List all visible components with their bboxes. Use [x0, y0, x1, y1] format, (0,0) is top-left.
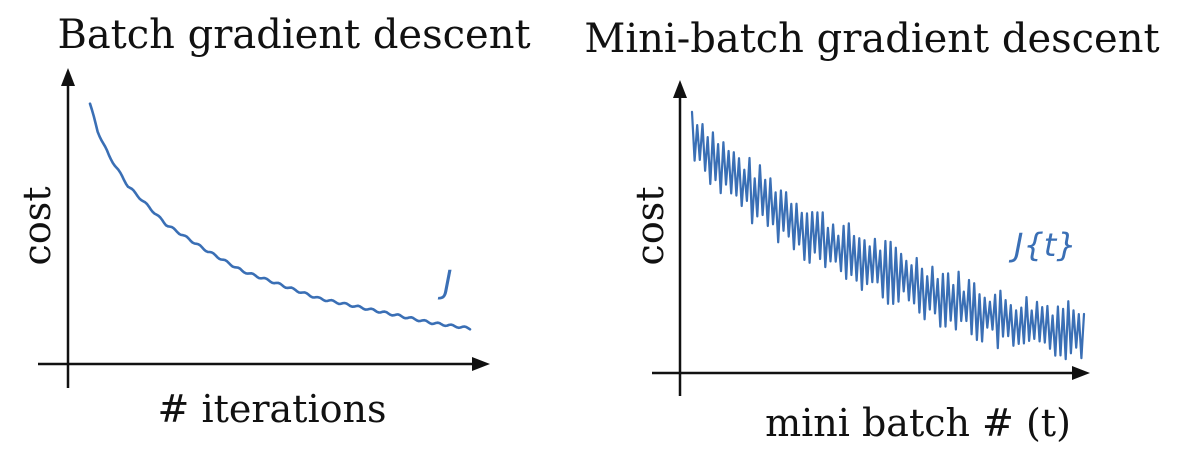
cost-curve-line	[690, 110, 1086, 361]
x-axis-label: # iterations	[158, 387, 387, 431]
chart-title: Mini-batch gradient descent	[584, 16, 1159, 62]
cost-curve-line	[88, 102, 472, 331]
x-axis-arrow	[472, 357, 490, 371]
y-axis-label: cost	[628, 187, 672, 266]
cost-annotation: J	[437, 263, 452, 301]
y-axis-arrow	[673, 80, 687, 98]
y-axis-label: cost	[15, 187, 59, 266]
x-axis-label: mini batch # (t)	[765, 401, 1071, 445]
chart-title: Batch gradient descent	[57, 12, 530, 58]
cost-annotation: J{t}	[1008, 226, 1077, 264]
batch-gd-chart: Batch gradient descent cost # iterations…	[15, 12, 531, 431]
minibatch-gd-chart: Mini-batch gradient descent cost mini ba…	[584, 16, 1159, 445]
y-axis-arrow	[61, 68, 75, 86]
x-axis-arrow	[1072, 366, 1090, 380]
